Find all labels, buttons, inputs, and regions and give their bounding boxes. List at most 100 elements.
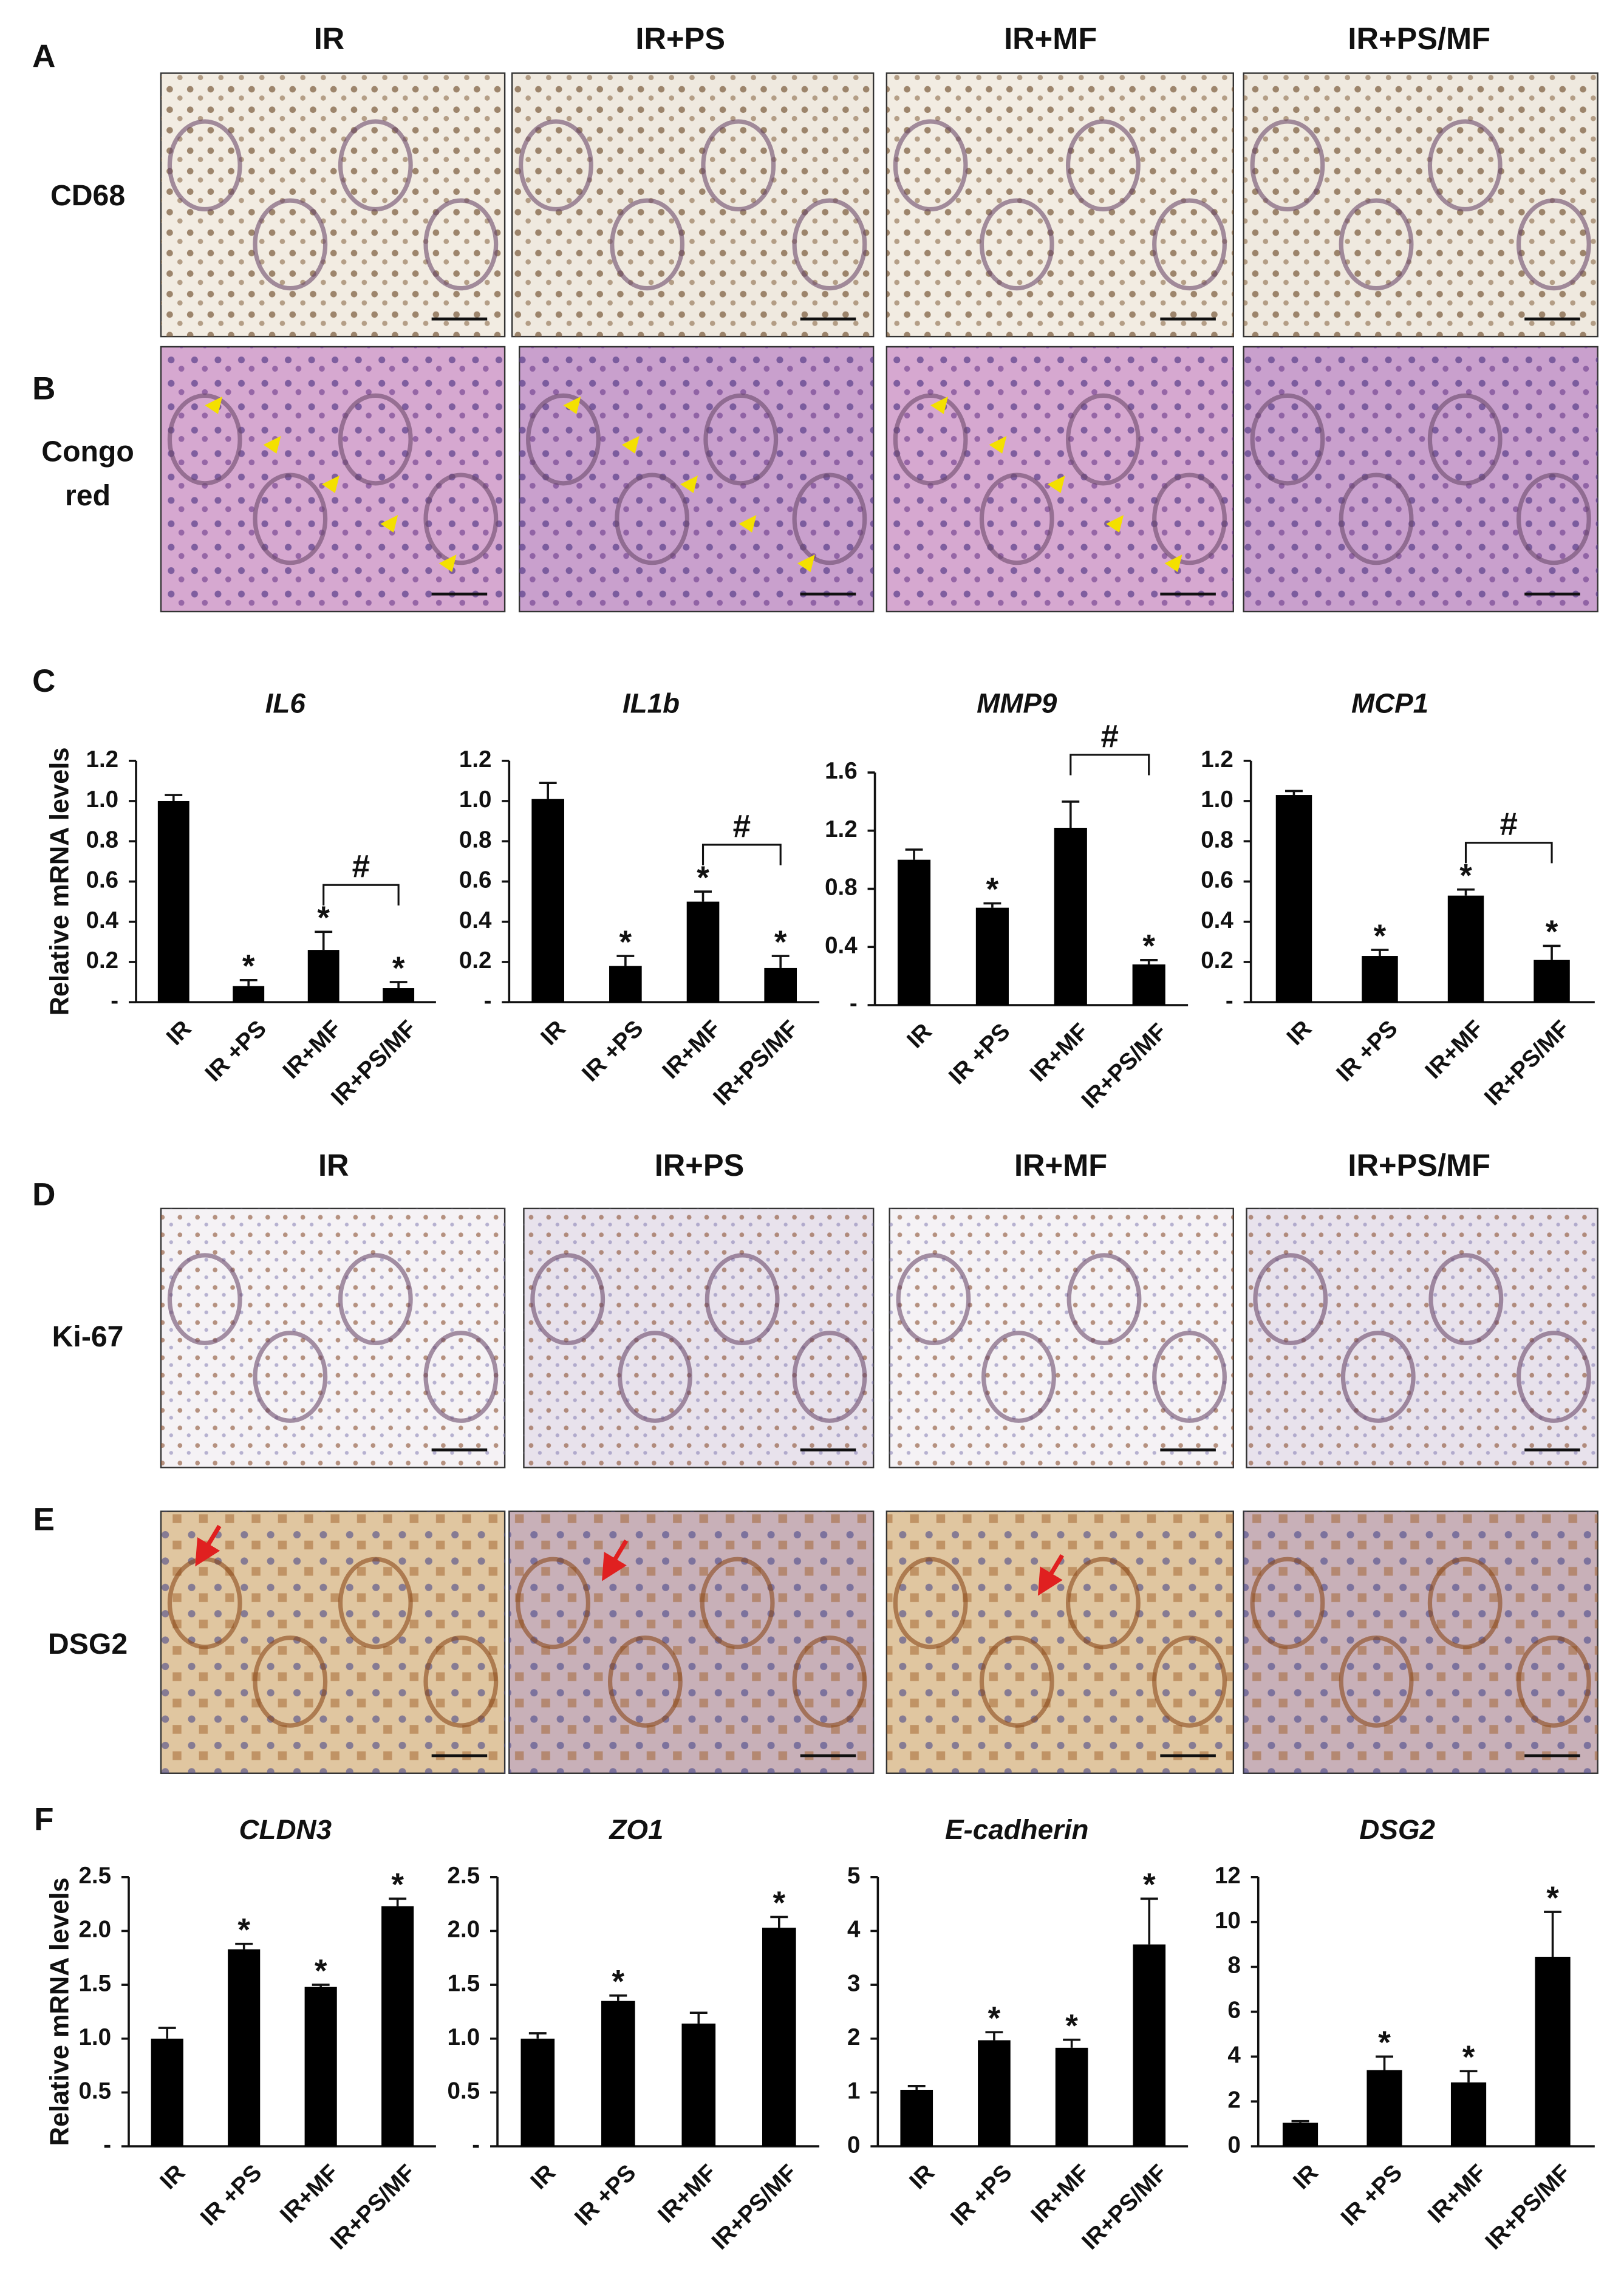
y-tick-label: - bbox=[111, 988, 118, 1014]
y-tick-label: 0.4 bbox=[86, 907, 119, 933]
crypt bbox=[253, 1331, 328, 1423]
x-tick-label: IR bbox=[902, 1018, 937, 1054]
significance-mark: * bbox=[391, 1867, 404, 1903]
bracket bbox=[701, 844, 782, 865]
crypt bbox=[338, 119, 413, 212]
micrograph-texture bbox=[886, 73, 1233, 337]
crypt bbox=[526, 393, 601, 486]
crypt bbox=[1427, 393, 1503, 486]
y-tick-label: 2 bbox=[1227, 2087, 1240, 2113]
crypt bbox=[1339, 472, 1414, 565]
crypt bbox=[896, 1253, 971, 1346]
bar bbox=[1535, 1956, 1571, 2147]
crypt bbox=[1427, 119, 1503, 212]
x-tick-label: IR+MF bbox=[657, 1015, 726, 1084]
significance-mark: * bbox=[315, 1953, 327, 1989]
y-tick-label: 0.6 bbox=[1201, 867, 1233, 893]
crypt bbox=[981, 1331, 1056, 1423]
micrograph-texture bbox=[512, 73, 874, 337]
crypt bbox=[253, 472, 328, 565]
micrograph-texture bbox=[1243, 1511, 1598, 1773]
stain-label: Congo bbox=[41, 435, 134, 468]
x-tick-label: IR+MF bbox=[1025, 1018, 1094, 1087]
yellow-arrowhead bbox=[739, 515, 757, 533]
significance-mark: * bbox=[619, 924, 632, 960]
x-tick-label: IR +PS bbox=[577, 1015, 648, 1087]
bracket-label: # bbox=[733, 808, 751, 844]
crypt bbox=[1250, 393, 1325, 486]
crypt bbox=[1152, 1635, 1227, 1728]
y-tick-label: 0.2 bbox=[459, 947, 492, 974]
significance-mark: * bbox=[773, 1885, 785, 1921]
y-tick-label: 1.2 bbox=[86, 746, 119, 773]
crypt bbox=[1516, 1635, 1591, 1728]
y-tick-label: 0.8 bbox=[1201, 827, 1233, 853]
bar bbox=[381, 1906, 414, 2147]
yellow-arrowhead bbox=[438, 554, 457, 572]
x-tick-label: IR bbox=[525, 2160, 561, 2195]
x-tick-label: IR+MF bbox=[278, 1015, 346, 1084]
y-axis-label: Relative mRNA levels bbox=[46, 1878, 75, 2146]
y-tick-label: 3 bbox=[847, 1970, 860, 1996]
crypt bbox=[1066, 1253, 1142, 1346]
bar bbox=[609, 966, 642, 1003]
x-tick-label: IR+MF bbox=[275, 2160, 344, 2228]
chart-title: CLDN3 bbox=[239, 1814, 332, 1845]
y-tick-label: - bbox=[484, 988, 492, 1014]
y-tick-label: 6 bbox=[1227, 1997, 1240, 2024]
y-tick-label: 10 bbox=[1215, 1908, 1241, 1934]
bar bbox=[1054, 827, 1087, 1006]
significance-mark: * bbox=[986, 872, 999, 907]
crypt bbox=[516, 1557, 591, 1649]
crypt bbox=[792, 1331, 867, 1423]
bar bbox=[228, 1949, 261, 2147]
y-tick-label: 1.2 bbox=[825, 816, 858, 842]
crypt bbox=[1152, 472, 1227, 565]
y-tick-label: 2.0 bbox=[79, 1917, 112, 1943]
yellow-arrowhead bbox=[680, 475, 698, 493]
y-tick-label: 1.0 bbox=[459, 786, 492, 813]
bar bbox=[307, 950, 339, 1003]
bracket-label: # bbox=[1100, 718, 1118, 754]
crypt bbox=[1250, 1557, 1325, 1649]
yellow-arrowhead bbox=[1164, 554, 1182, 572]
y-tick-label: 4 bbox=[1227, 2042, 1241, 2069]
y-tick-label: 0.4 bbox=[459, 907, 492, 933]
bar bbox=[1133, 1944, 1166, 2147]
red-arrow bbox=[195, 1524, 222, 1567]
significance-mark: * bbox=[988, 2001, 1001, 2036]
y-tick-label: 1.0 bbox=[448, 2024, 480, 2050]
chart-title: MMP9 bbox=[977, 687, 1057, 718]
x-tick-label: IR +PS bbox=[570, 2160, 641, 2231]
y-tick-label: 2.5 bbox=[79, 1863, 112, 1889]
x-tick-label: IR +PS bbox=[196, 2160, 267, 2231]
panel-label: A bbox=[32, 38, 55, 74]
y-tick-label: - bbox=[472, 2132, 480, 2158]
micrograph-texture bbox=[509, 1511, 874, 1773]
y-tick-label: 5 bbox=[847, 1863, 860, 1889]
yellow-arrowhead bbox=[930, 396, 949, 414]
crypt bbox=[518, 119, 593, 212]
crypt bbox=[705, 1253, 780, 1346]
crypt bbox=[1065, 1557, 1141, 1649]
y-tick-label: - bbox=[103, 2132, 111, 2158]
bar bbox=[900, 2089, 933, 2147]
micrograph-texture bbox=[886, 1511, 1233, 1773]
chart-title: IL1b bbox=[623, 687, 680, 718]
x-tick-label: IR+PS/MF bbox=[1479, 1015, 1575, 1111]
crypt bbox=[1339, 198, 1414, 291]
y-tick-label: 1.0 bbox=[1201, 786, 1233, 813]
bar bbox=[151, 2038, 183, 2147]
y-tick-label: 0.4 bbox=[1201, 907, 1233, 933]
bar bbox=[1132, 964, 1165, 1006]
y-tick-label: 0.8 bbox=[459, 827, 492, 853]
significance-mark: * bbox=[697, 860, 709, 896]
yellow-arrowhead bbox=[797, 554, 815, 572]
significance-mark: * bbox=[612, 1964, 624, 2000]
x-tick-label: IR+MF bbox=[1423, 2160, 1492, 2228]
x-tick-label: IR+PS/MF bbox=[708, 1015, 803, 1111]
x-tick-label: IR +PS bbox=[946, 2160, 1017, 2231]
column-header: IR bbox=[318, 1148, 349, 1182]
x-tick-label: IR+PS/MF bbox=[707, 2160, 802, 2255]
